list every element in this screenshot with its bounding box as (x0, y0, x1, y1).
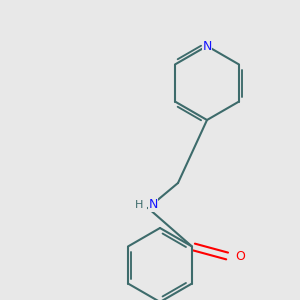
Text: H: H (135, 200, 143, 210)
Text: O: O (235, 250, 245, 263)
Text: N: N (148, 199, 158, 212)
Text: N: N (202, 40, 212, 52)
